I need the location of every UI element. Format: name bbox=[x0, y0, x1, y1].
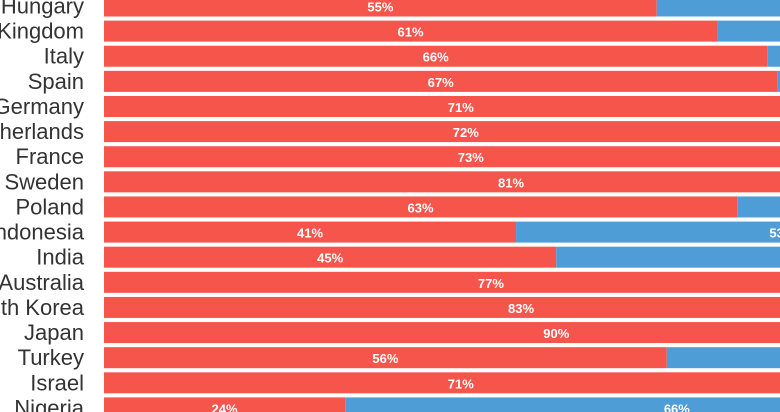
bar-segment bbox=[104, 146, 780, 168]
value-label: 81% bbox=[498, 175, 524, 190]
value-label: 67% bbox=[428, 75, 454, 90]
category-label: Israel bbox=[30, 370, 84, 395]
bar-segment bbox=[104, 372, 780, 394]
category-label: Japan bbox=[24, 320, 84, 345]
value-label: 41% bbox=[297, 226, 323, 241]
value-label: 90% bbox=[543, 326, 569, 341]
value-label: 66% bbox=[664, 401, 690, 412]
bar-segment bbox=[104, 95, 780, 117]
category-label: Nigeria bbox=[14, 395, 84, 412]
value-label: 53% bbox=[769, 226, 780, 241]
value-label: 73% bbox=[458, 150, 484, 165]
category-label: Spain bbox=[28, 69, 84, 94]
value-label: 56% bbox=[372, 351, 398, 366]
bar-segment bbox=[104, 171, 780, 193]
category-label: Turkey bbox=[18, 345, 84, 370]
category-label: Netherlands bbox=[0, 119, 84, 144]
category-label: South Korea bbox=[0, 295, 85, 320]
bar-segment bbox=[777, 70, 780, 92]
bar-segment bbox=[104, 397, 346, 412]
category-label: India bbox=[36, 245, 84, 270]
bar-segment bbox=[666, 347, 780, 369]
bar-segment bbox=[104, 121, 780, 143]
value-label: 71% bbox=[448, 376, 474, 391]
category-label: Italy bbox=[44, 44, 84, 69]
category-label: France bbox=[16, 144, 84, 169]
category-label: Indonesia bbox=[0, 220, 85, 245]
bar-segment bbox=[737, 196, 780, 218]
bar-segment bbox=[104, 70, 778, 92]
category-label: Germany bbox=[0, 94, 84, 119]
value-label: 83% bbox=[508, 301, 534, 316]
bar-segment bbox=[104, 296, 780, 318]
bar-segment bbox=[104, 271, 780, 293]
value-label: 71% bbox=[448, 100, 474, 115]
bar-segment bbox=[104, 20, 718, 42]
bar-segment bbox=[104, 246, 557, 268]
bar-segment bbox=[516, 221, 780, 243]
value-label: 66% bbox=[423, 50, 449, 65]
bar-segment bbox=[717, 20, 780, 42]
bar-segment bbox=[104, 322, 780, 344]
category-label: United Kingdom bbox=[0, 19, 84, 44]
value-label: 77% bbox=[478, 276, 504, 291]
bar-segment bbox=[767, 45, 780, 67]
value-label: 61% bbox=[398, 25, 424, 40]
value-label: 55% bbox=[367, 0, 393, 15]
value-label: 63% bbox=[408, 200, 434, 215]
bar-segment bbox=[104, 221, 517, 243]
bar-segment bbox=[656, 0, 780, 17]
value-label: 45% bbox=[317, 251, 343, 266]
bar-segment bbox=[104, 347, 667, 369]
bar-segment bbox=[104, 45, 768, 67]
value-label: 24% bbox=[212, 401, 238, 412]
category-label: Poland bbox=[15, 194, 84, 219]
bar-segment bbox=[556, 246, 780, 268]
bar-segment bbox=[345, 397, 780, 412]
value-label: 72% bbox=[453, 125, 479, 140]
category-label: Sweden bbox=[4, 169, 84, 194]
category-label: Hungary bbox=[1, 0, 84, 19]
bar-segment bbox=[104, 196, 738, 218]
category-label: Australia bbox=[0, 270, 85, 295]
bar-segment bbox=[104, 0, 657, 17]
